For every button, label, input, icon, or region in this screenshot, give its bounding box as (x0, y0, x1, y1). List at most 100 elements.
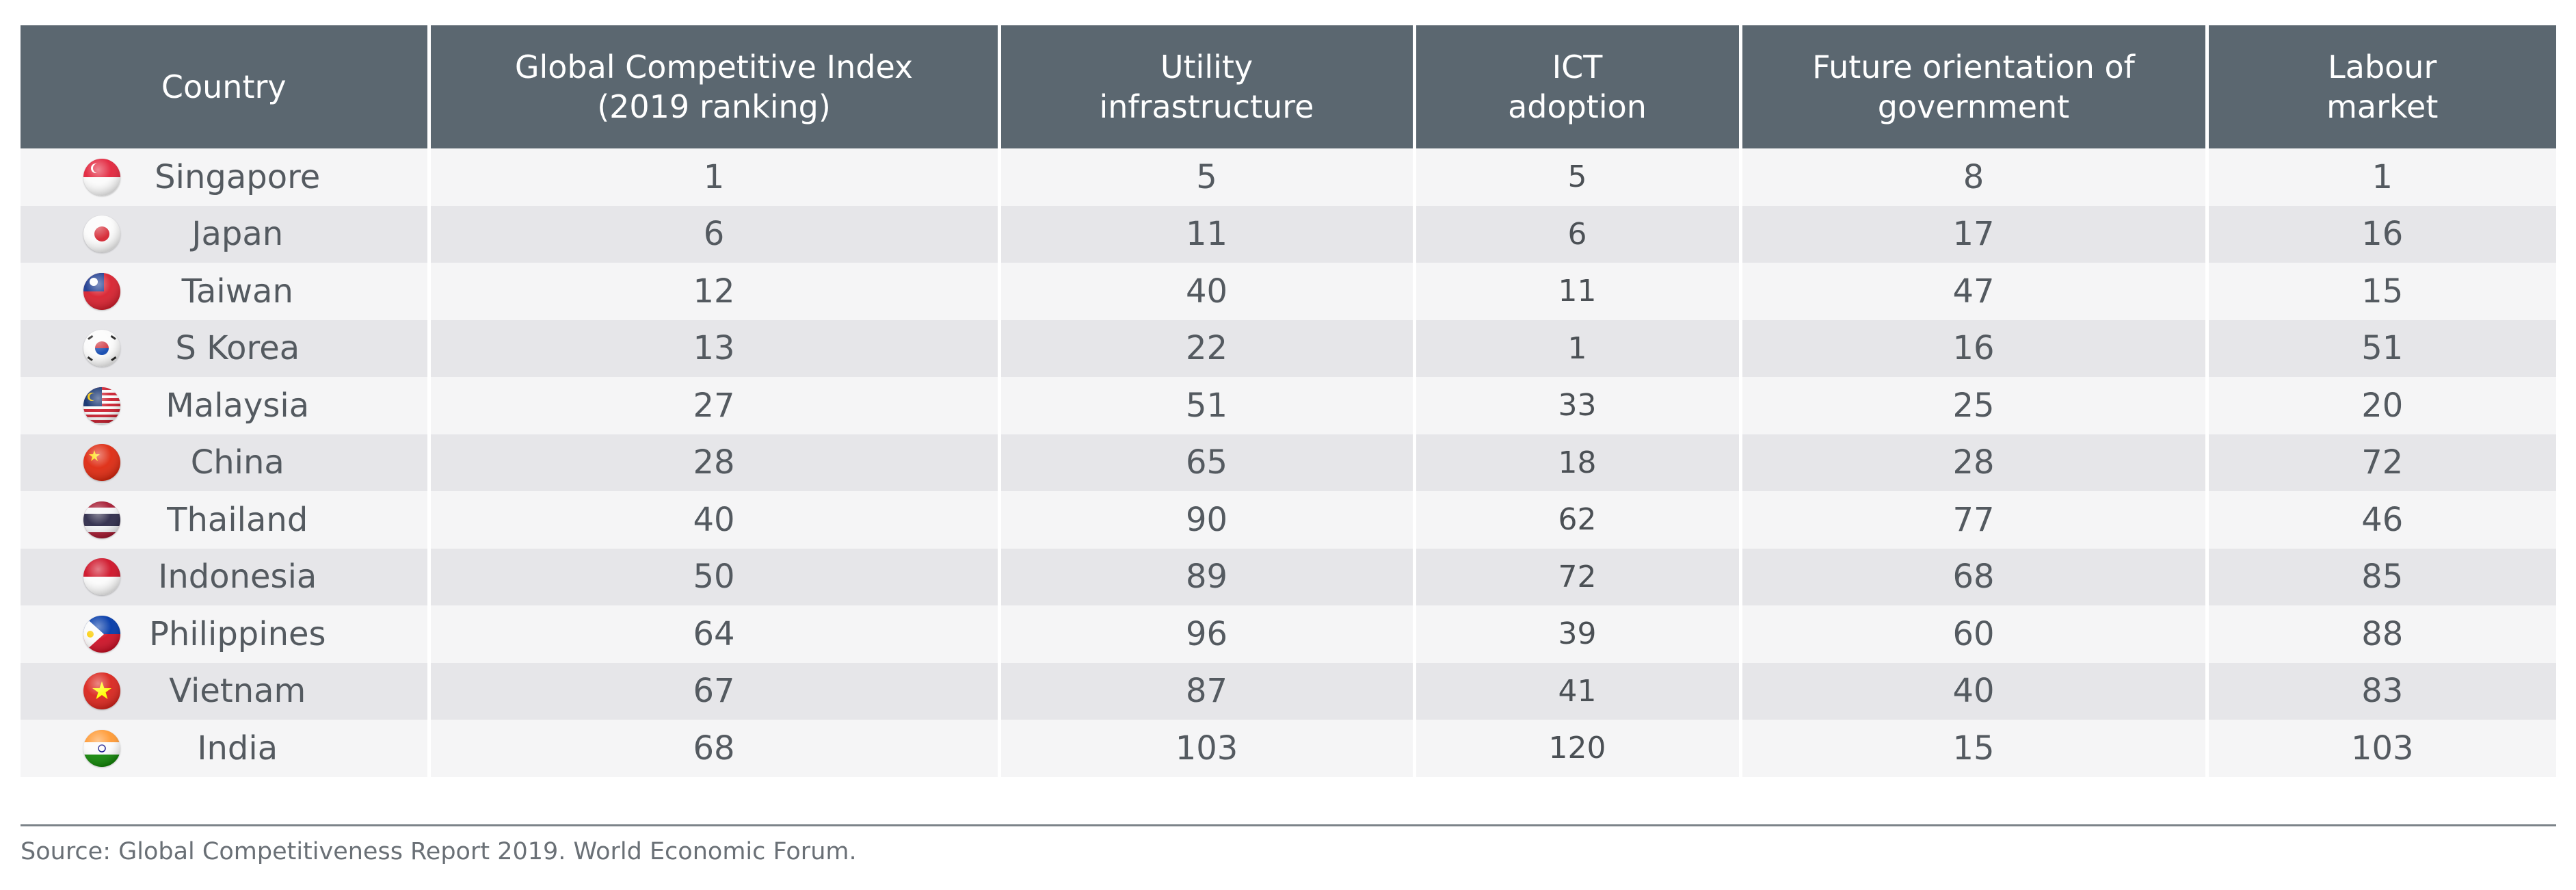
south-korea-flag-icon (83, 330, 120, 367)
cell-ict-adoption: 33 (1412, 377, 1740, 434)
cell-gci-2019-ranking: 28 (427, 434, 999, 491)
column-header-country: Country (21, 25, 429, 148)
cell-ict-adoption: 11 (1412, 263, 1740, 320)
cell-future-orientation-of-government: 47 (1738, 263, 2207, 320)
singapore-flag-icon (83, 158, 120, 196)
table-row: Japan 6 11 6 17 16 (21, 205, 2556, 263)
country-cell: Philippines (21, 605, 429, 663)
cell-utility-infrastructure: 96 (997, 605, 1414, 663)
vietnam-flag-icon (83, 672, 120, 710)
indonesia-flag-icon (83, 558, 120, 596)
cell-utility-infrastructure: 22 (997, 319, 1414, 377)
cell-future-orientation-of-government: 40 (1738, 662, 2207, 720)
cell-future-orientation-of-government: 16 (1738, 319, 2207, 377)
country-cell: S Korea (21, 319, 429, 377)
table-row: Philippines 64 96 39 60 88 (21, 605, 2556, 663)
table-row: Taiwan 12 40 11 47 15 (21, 263, 2556, 320)
cell-labour-market: 72 (2205, 434, 2556, 491)
cell-labour-market: 83 (2205, 662, 2556, 720)
column-header-gci-2019-ranking: Global Competitive Index (2019 ranking) (427, 25, 999, 148)
cell-labour-market: 20 (2205, 377, 2556, 434)
country-cell: Vietnam (21, 662, 429, 720)
country-name: Japan (191, 215, 284, 254)
country-cell: Singapore (21, 148, 429, 206)
table-row: Indonesia 50 89 72 68 85 (21, 548, 2556, 605)
cell-utility-infrastructure: 40 (997, 263, 1414, 320)
table-row: Singapore 1 5 5 8 1 (21, 148, 2556, 206)
cell-gci-2019-ranking: 27 (427, 377, 999, 434)
cell-gci-2019-ranking: 67 (427, 662, 999, 720)
cell-labour-market: 51 (2205, 319, 2556, 377)
column-header-ict-adoption: ICT adoption (1412, 25, 1740, 148)
competitiveness-table-container: Country Global Competitive Index (2019 ran… (21, 25, 2556, 777)
cell-labour-market: 88 (2205, 605, 2556, 663)
cell-future-orientation-of-government: 60 (1738, 605, 2207, 663)
cell-utility-infrastructure: 51 (997, 377, 1414, 434)
country-name: Philippines (148, 614, 326, 653)
cell-gci-2019-ranking: 50 (427, 548, 999, 605)
source-note: Source: Global Competitiveness Report 20… (21, 838, 857, 865)
cell-gci-2019-ranking: 40 (427, 491, 999, 549)
country-cell: Thailand (21, 491, 429, 549)
japan-flag-icon (83, 215, 120, 253)
cell-labour-market: 15 (2205, 263, 2556, 320)
table-row: China 28 65 18 28 72 (21, 434, 2556, 491)
cell-gci-2019-ranking: 68 (427, 720, 999, 777)
country-cell: Japan (21, 205, 429, 263)
country-cell: Indonesia (21, 548, 429, 605)
country-name: India (197, 729, 278, 768)
thailand-flag-icon (83, 501, 120, 538)
column-header-utility-infrastructure: Utility infrastructure (997, 25, 1414, 148)
cell-utility-infrastructure: 89 (997, 548, 1414, 605)
cell-future-orientation-of-government: 15 (1738, 720, 2207, 777)
cell-utility-infrastructure: 103 (997, 720, 1414, 777)
footer-divider (21, 824, 2556, 826)
cell-gci-2019-ranking: 6 (427, 205, 999, 263)
cell-labour-market: 46 (2205, 491, 2556, 549)
cell-gci-2019-ranking: 64 (427, 605, 999, 663)
table-row: S Korea 13 22 1 16 51 (21, 319, 2556, 377)
country-name: S Korea (175, 329, 300, 368)
cell-utility-infrastructure: 65 (997, 434, 1414, 491)
cell-labour-market: 16 (2205, 205, 2556, 263)
cell-labour-market: 85 (2205, 548, 2556, 605)
cell-utility-infrastructure: 5 (997, 148, 1414, 206)
competitiveness-table: Country Global Competitive Index (2019 ran… (21, 25, 2556, 777)
country-cell: China (21, 434, 429, 491)
cell-ict-adoption: 5 (1412, 148, 1740, 206)
cell-ict-adoption: 62 (1412, 491, 1740, 549)
table-row: Vietnam 67 87 41 40 83 (21, 662, 2556, 720)
column-header-future-orientation-of-government: Future orientation of government (1738, 25, 2207, 148)
table-header: Country Global Competitive Index (2019 ran… (21, 25, 2556, 148)
cell-ict-adoption: 6 (1412, 205, 1740, 263)
cell-gci-2019-ranking: 13 (427, 319, 999, 377)
country-name: Taiwan (181, 272, 293, 311)
country-name: Vietnam (169, 672, 306, 711)
cell-ict-adoption: 18 (1412, 434, 1740, 491)
cell-gci-2019-ranking: 12 (427, 263, 999, 320)
table-body: Singapore 1 5 5 8 1 Japan 6 11 6 17 16 Taiwan 12 40 11 4… (21, 148, 2556, 777)
header-row: Country Global Competitive Index (2019 ran… (21, 25, 2556, 148)
cell-gci-2019-ranking: 1 (427, 148, 999, 206)
cell-future-orientation-of-government: 28 (1738, 434, 2207, 491)
taiwan-flag-icon (83, 272, 120, 310)
cell-ict-adoption: 41 (1412, 662, 1740, 720)
column-header-labour-market: Labour market (2205, 25, 2556, 148)
country-name: Singapore (155, 157, 321, 196)
india-flag-icon (83, 729, 120, 767)
cell-ict-adoption: 72 (1412, 548, 1740, 605)
cell-utility-infrastructure: 11 (997, 205, 1414, 263)
cell-labour-market: 103 (2205, 720, 2556, 777)
cell-ict-adoption: 1 (1412, 319, 1740, 377)
cell-future-orientation-of-government: 77 (1738, 491, 2207, 549)
malaysia-flag-icon (83, 387, 120, 424)
china-flag-icon (83, 444, 120, 482)
country-name: Thailand (167, 500, 308, 539)
table-row: Malaysia 27 51 33 25 20 (21, 377, 2556, 434)
cell-future-orientation-of-government: 25 (1738, 377, 2207, 434)
table-row: Thailand 40 90 62 77 46 (21, 491, 2556, 549)
country-name: China (190, 443, 284, 482)
cell-utility-infrastructure: 90 (997, 491, 1414, 549)
cell-future-orientation-of-government: 68 (1738, 548, 2207, 605)
cell-utility-infrastructure: 87 (997, 662, 1414, 720)
